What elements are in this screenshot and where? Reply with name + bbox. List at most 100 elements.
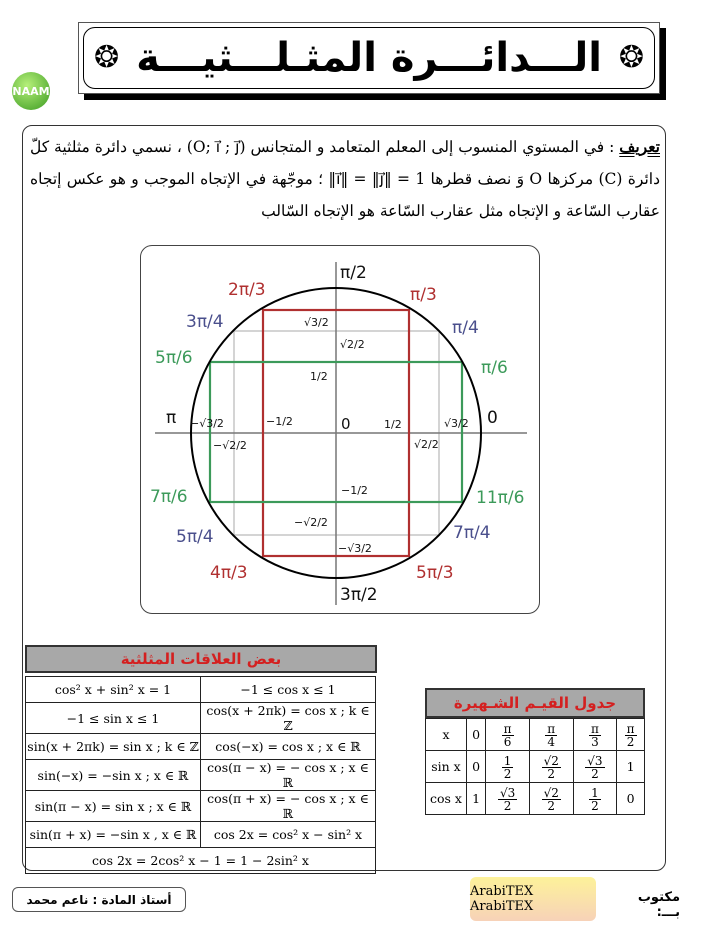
formula-cell: sin(x + 2πk) = sin x ; k ∈ ℤ bbox=[25, 733, 201, 760]
formula-cell: cos(π + x) = − cos x ; x ∈ ℝ bbox=[200, 790, 376, 822]
numerator: π bbox=[545, 722, 558, 736]
formula-cell: cos(−x) = cos x ; x ∈ ℝ bbox=[200, 733, 376, 760]
fraction: √3 2 bbox=[497, 786, 518, 813]
angle-label: 5π/4 bbox=[176, 527, 214, 547]
denominator: 2 bbox=[591, 799, 599, 813]
angle-label: π/3 bbox=[410, 285, 437, 305]
formula-cell: −1 ≤ cos x ≤ 1 bbox=[200, 676, 376, 703]
angle-label: π bbox=[166, 408, 176, 428]
value-label: −1/2 bbox=[266, 415, 293, 428]
table-row: cos² x + sin² x = 1 −1 ≤ cos x ≤ 1 bbox=[25, 676, 376, 703]
formula-cell: sin(π − x) = sin x ; x ∈ ℝ bbox=[25, 790, 201, 822]
numerator: π bbox=[624, 722, 637, 736]
table-row: sin x 0 1 2 √2 2 √3 2 1 bbox=[425, 750, 645, 783]
numerator: √3 bbox=[585, 754, 605, 768]
formula-cell: cos 2x = cos² x − sin² x bbox=[200, 821, 376, 848]
value-cell: 0 bbox=[465, 750, 487, 783]
value-label: −√3/2 bbox=[190, 417, 224, 430]
denominator: 2 bbox=[503, 767, 512, 781]
value-cell: 1 bbox=[616, 750, 645, 783]
value-label: √2/2 bbox=[340, 338, 365, 351]
numerator: 1 bbox=[501, 754, 514, 768]
angle-label: π/6 bbox=[481, 358, 508, 378]
definition: تعريف : في المستوي المنسوب إلى المعلم ال… bbox=[30, 131, 660, 227]
value-cell: 1 bbox=[465, 782, 487, 815]
table-row: cos 2x = 2cos² x − 1 = 1 − 2sin² x bbox=[25, 847, 376, 874]
numerator: 1 bbox=[589, 786, 601, 800]
numerator: √2 bbox=[541, 786, 561, 800]
formula-cell: −1 ≤ sin x ≤ 1 bbox=[25, 702, 201, 734]
row-header: sin x bbox=[425, 750, 467, 783]
diagram-frame bbox=[140, 245, 540, 614]
denominator: 2 bbox=[503, 799, 512, 813]
logo: NAAM bbox=[12, 72, 50, 110]
formula-cell: cos² x + sin² x = 1 bbox=[25, 676, 201, 703]
angle-label: 7π/6 bbox=[150, 487, 188, 507]
values-table-title: جدول القيـم الشـهيرة bbox=[425, 688, 645, 718]
formula-cell: cos 2x = 2cos² x − 1 = 1 − 2sin² x bbox=[25, 847, 376, 874]
denominator: 3 bbox=[591, 735, 599, 749]
value-cell: √2 2 bbox=[528, 782, 574, 815]
value-label: −1/2 bbox=[341, 484, 368, 497]
value-label: √3/2 bbox=[444, 417, 469, 430]
angle-label: 2π/3 bbox=[228, 280, 266, 300]
values-table: x 0 π 6 π 4 π 3 π 2 sin x 0 1 2 √2 2 √3 2 1 cos x 1 √3 2 √2 2 1 2 0 bbox=[425, 718, 645, 815]
written-by-label: مكتوب بـــ: bbox=[637, 890, 680, 920]
teacher-name: أستاذ المادة : ناعم محمد bbox=[12, 887, 186, 912]
value-cell: √2 2 bbox=[528, 750, 574, 783]
relations-table: cos² x + sin² x = 1 −1 ≤ cos x ≤ 1 −1 ≤ si… bbox=[25, 676, 376, 874]
pi-6-rectangle bbox=[208, 360, 464, 504]
value-cell: 0 bbox=[616, 782, 645, 815]
value-cell: √3 2 bbox=[572, 750, 618, 783]
value-label: 1/2 bbox=[310, 370, 328, 383]
denominator: 2 bbox=[547, 799, 556, 813]
fraction: √3 2 bbox=[585, 754, 605, 781]
row-header: cos x bbox=[425, 782, 467, 815]
denominator: 2 bbox=[626, 735, 635, 749]
denominator: 2 bbox=[591, 767, 599, 781]
angle-label: 3π/2 bbox=[340, 585, 378, 605]
value-cell: 0 bbox=[465, 718, 487, 751]
angle-label: π/4 bbox=[452, 318, 479, 338]
formula-cell: sin(π + x) = −sin x , x ∈ ℝ bbox=[25, 821, 201, 848]
numerator: √2 bbox=[541, 754, 561, 768]
denominator: 2 bbox=[547, 767, 556, 781]
title-banner: ❂ الـــدائـــرة المثـلـــثيـــة ❂ bbox=[78, 22, 660, 94]
value-label: −√3/2 bbox=[338, 542, 372, 555]
ornament-icon: ❂ bbox=[94, 40, 120, 75]
definition-label: تعريف bbox=[619, 137, 660, 156]
angle-label: 7π/4 bbox=[453, 523, 491, 543]
fraction: √2 2 bbox=[541, 786, 561, 813]
angle-label: 5π/6 bbox=[155, 348, 193, 368]
pi-3-rectangle bbox=[261, 308, 411, 558]
value-cell: √3 2 bbox=[485, 782, 530, 815]
numerator: π bbox=[501, 722, 514, 736]
numerator: π bbox=[588, 722, 601, 736]
ornament-icon: ❂ bbox=[618, 40, 644, 75]
relations-title: بعض العلاقات المثلثية bbox=[25, 645, 377, 673]
fraction: √2 2 bbox=[541, 754, 561, 781]
value-label: √2/2 bbox=[414, 438, 439, 451]
unit-circle bbox=[190, 287, 482, 579]
value-label: −√2/2 bbox=[294, 516, 328, 529]
formula-cell: sin(−x) = −sin x ; x ∈ ℝ bbox=[25, 759, 201, 791]
numerator: √3 bbox=[497, 786, 518, 800]
table-row: cos x 1 √3 2 √2 2 1 2 0 bbox=[425, 782, 645, 815]
value-label: 0 bbox=[341, 415, 351, 433]
